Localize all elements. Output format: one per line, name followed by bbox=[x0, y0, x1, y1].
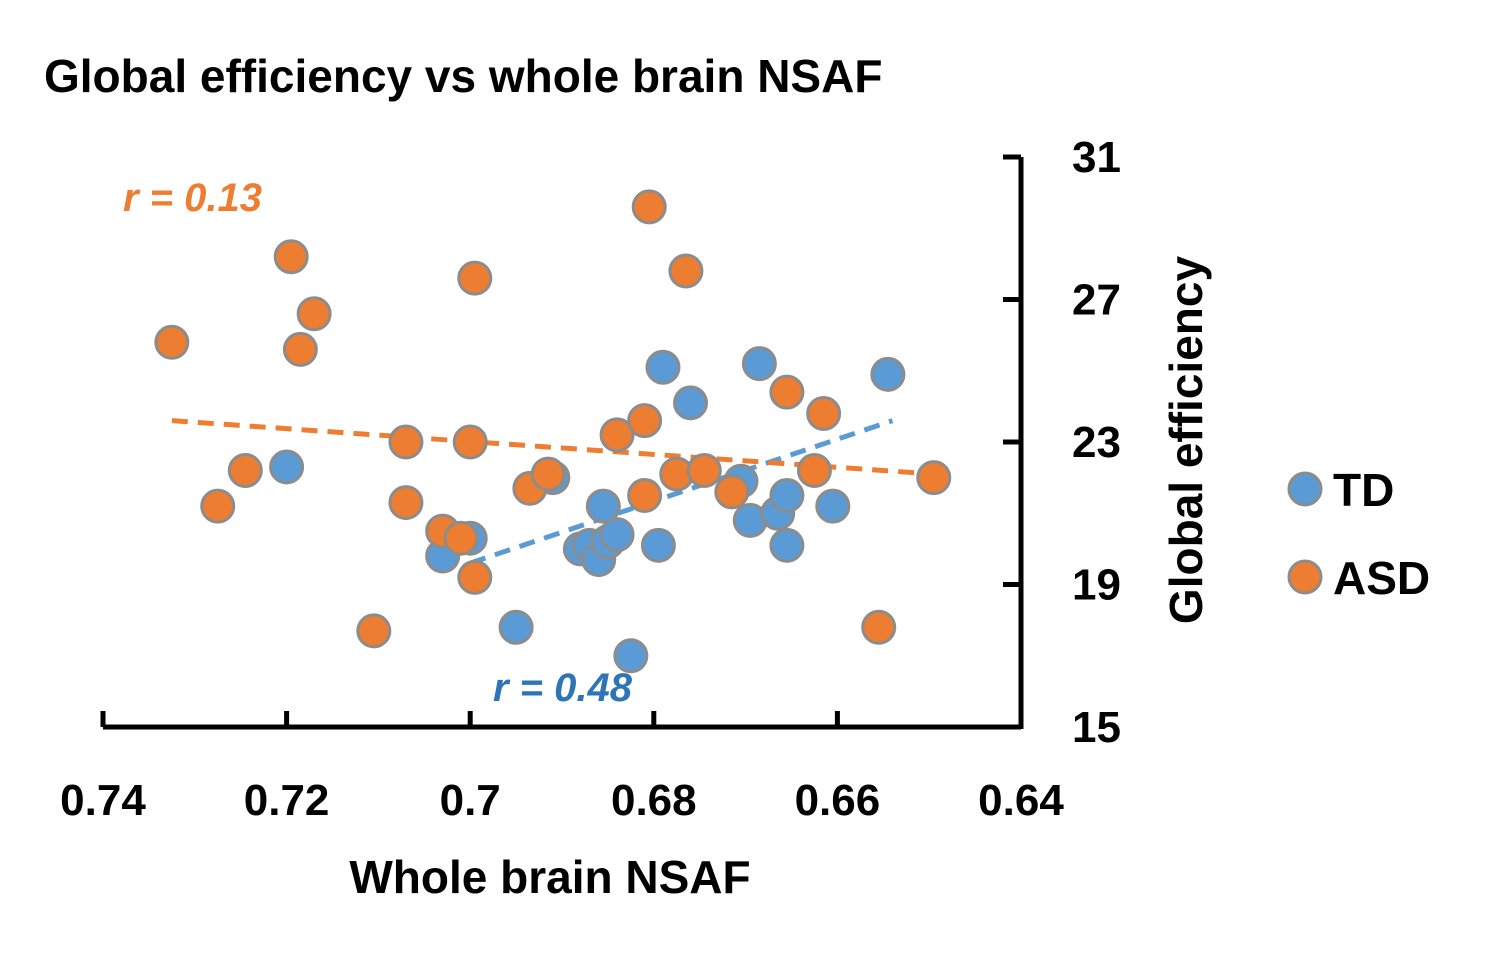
data-point-td[interactable] bbox=[640, 527, 676, 563]
data-point-asd[interactable] bbox=[200, 488, 236, 524]
data-point-asd[interactable] bbox=[227, 453, 263, 488]
x-tick-label: 0.72 bbox=[244, 776, 330, 825]
x-axis-label: Whole brain NSAF bbox=[349, 851, 750, 903]
legend-label-asd: ASD bbox=[1333, 552, 1430, 604]
data-point-td[interactable] bbox=[741, 346, 777, 382]
data-point-asd[interactable] bbox=[599, 417, 635, 453]
legend-marker-asd bbox=[1287, 559, 1323, 595]
y-tick-label: 19 bbox=[1072, 561, 1121, 610]
data-point-td[interactable] bbox=[815, 488, 851, 524]
data-point-td[interactable] bbox=[269, 449, 305, 485]
chart-title: Global efficiency vs whole brain NSAF bbox=[44, 50, 882, 102]
legend-label-td: TD bbox=[1333, 464, 1394, 516]
data-point-asd[interactable] bbox=[530, 456, 566, 492]
data-point-asd[interactable] bbox=[861, 609, 897, 645]
data-point-asd[interactable] bbox=[916, 460, 952, 496]
data-point-td[interactable] bbox=[498, 609, 534, 645]
r-label-asd: r = 0.13 bbox=[123, 176, 262, 220]
data-point-td[interactable] bbox=[769, 477, 805, 513]
data-point-asd[interactable] bbox=[154, 324, 190, 360]
series-asd bbox=[154, 189, 952, 649]
y-tick-label: 27 bbox=[1072, 276, 1121, 325]
x-tick-label: 0.66 bbox=[795, 776, 881, 825]
data-point-asd[interactable] bbox=[806, 396, 842, 431]
data-point-td[interactable] bbox=[613, 638, 649, 674]
data-point-td[interactable] bbox=[585, 488, 621, 524]
data-point-asd[interactable] bbox=[686, 453, 722, 488]
data-point-td[interactable] bbox=[870, 356, 906, 392]
data-point-td[interactable] bbox=[599, 517, 635, 553]
x-tick-label: 0.68 bbox=[611, 776, 697, 825]
data-point-asd[interactable] bbox=[388, 424, 424, 460]
data-point-asd[interactable] bbox=[796, 453, 832, 488]
data-point-asd[interactable] bbox=[627, 477, 663, 513]
data-point-asd[interactable] bbox=[457, 559, 493, 595]
data-point-asd[interactable] bbox=[443, 520, 479, 556]
y-tick-label: 23 bbox=[1072, 418, 1121, 467]
data-points bbox=[154, 189, 952, 674]
y-tick-label: 31 bbox=[1072, 133, 1121, 182]
data-point-asd[interactable] bbox=[356, 613, 392, 649]
y-axis-label: Global efficiency bbox=[1160, 256, 1212, 625]
data-point-td[interactable] bbox=[769, 527, 805, 563]
data-point-asd[interactable] bbox=[627, 403, 663, 439]
data-point-td[interactable] bbox=[673, 385, 709, 421]
data-point-asd[interactable] bbox=[388, 485, 424, 521]
x-tick-label: 0.64 bbox=[978, 776, 1064, 825]
y-ticks: 15 19 23 27 31 bbox=[1003, 133, 1121, 752]
data-point-td[interactable] bbox=[645, 349, 681, 385]
data-point-asd[interactable] bbox=[273, 239, 309, 275]
legend-item-asd[interactable]: ASD bbox=[1287, 552, 1430, 604]
data-point-asd[interactable] bbox=[457, 260, 493, 296]
data-point-asd[interactable] bbox=[631, 189, 667, 225]
x-tick-label: 0.74 bbox=[60, 776, 146, 825]
r-label-td: r = 0.48 bbox=[493, 666, 633, 710]
data-point-asd[interactable] bbox=[668, 253, 704, 289]
x-tick-label: 0.7 bbox=[440, 776, 501, 825]
legend-marker-td bbox=[1287, 471, 1323, 507]
data-point-asd[interactable] bbox=[452, 424, 488, 460]
data-point-asd[interactable] bbox=[282, 331, 318, 367]
trendline-td bbox=[469, 418, 894, 566]
data-point-asd[interactable] bbox=[296, 296, 332, 332]
data-point-asd[interactable] bbox=[714, 474, 750, 510]
y-tick-label: 15 bbox=[1072, 703, 1121, 752]
x-ticks: 0.74 0.72 0.7 0.68 0.66 0.64 bbox=[60, 711, 1064, 825]
data-point-asd[interactable] bbox=[769, 374, 805, 410]
legend: TD ASD bbox=[1287, 464, 1430, 604]
legend-item-td[interactable]: TD bbox=[1287, 464, 1394, 516]
